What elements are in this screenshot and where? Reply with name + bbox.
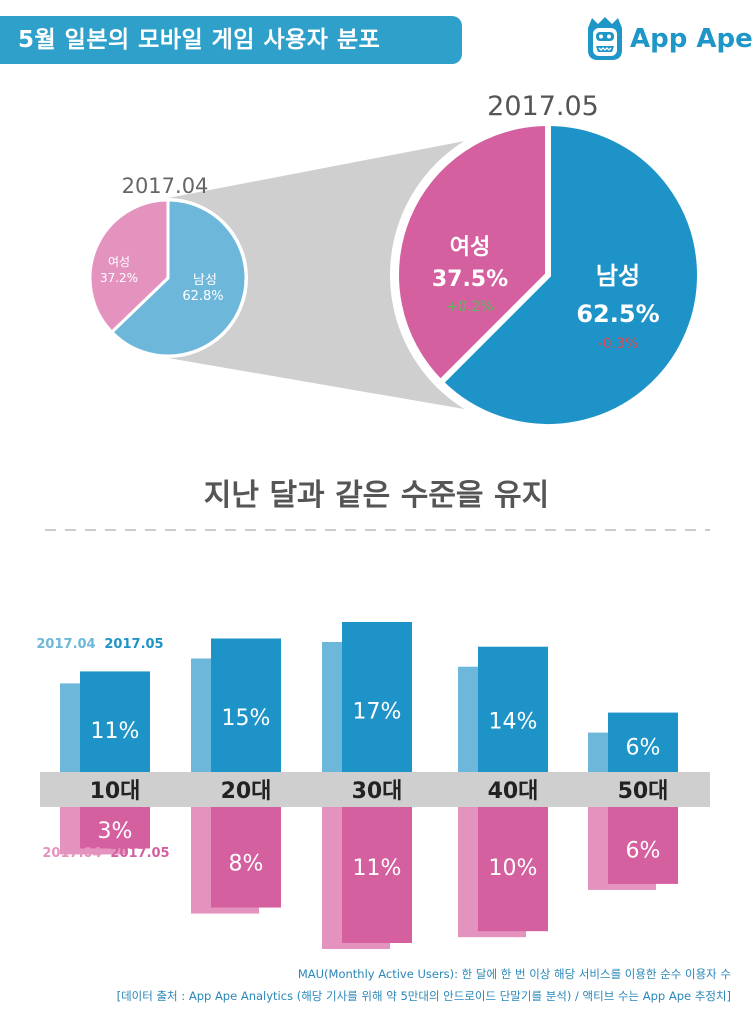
bar-male-2017-05-50대: [608, 712, 678, 772]
brand-name: App Ape: [630, 24, 753, 54]
bar-female-label-40대: 10%: [489, 856, 538, 881]
pie-2017-05-female-label: 여성: [450, 235, 490, 260]
brand-logo: App Ape: [584, 14, 753, 68]
bar-male-label-10대: 11%: [91, 719, 140, 744]
gender-pie-section: 2017.04 남성 62.8% 여성 37.2% 2017.05 남성 62.…: [88, 91, 706, 433]
age-category-label-50대: 50대: [618, 779, 669, 804]
ape-face-icon: [588, 17, 622, 60]
page-title: 5월 일본의 모바일 게임 사용자 분포: [18, 27, 381, 53]
pie-2017-04-slice-female: [88, 198, 170, 335]
bar-female-2017-05-40대: [478, 807, 548, 932]
legend-male-2017-05: 2017.05: [104, 637, 163, 652]
pie-2017-04-slice-male: [109, 198, 248, 358]
pie-2017-05: [390, 117, 706, 433]
bar-male-label-20대: 15%: [222, 706, 271, 731]
age-axis-band: [40, 772, 710, 807]
bar-male-label-50대: 6%: [626, 736, 661, 761]
pie-2017-05-title: 2017.05: [487, 91, 599, 122]
bar-female-label-30대: 11%: [353, 856, 402, 881]
bar-male-2017-05-20대: [211, 638, 281, 772]
footnote-mau: MAU(Monthly Active Users): 한 달에 한 번 이상 해…: [297, 967, 731, 981]
pie-2017-05-male-change: -0.3%: [598, 336, 639, 352]
bar-female-2017-05-20대: [211, 807, 281, 908]
bar-female-2017-05-10대: [80, 807, 150, 849]
age-category-label-20대: 20대: [221, 779, 272, 804]
age-category-label-40대: 40대: [488, 779, 539, 804]
bar-male-2017-05-30대: [342, 622, 412, 772]
pie-2017-04: [88, 198, 248, 358]
bar-female-label-10대: 3%: [98, 819, 133, 844]
title-banner: 5월 일본의 모바일 게임 사용자 분포: [0, 16, 462, 64]
footnote-source: [데이터 출처 : App Ape Analytics (해당 기사를 위해 약…: [116, 989, 731, 1003]
bar-male-label-40대: 14%: [489, 709, 538, 734]
subtitle: 지난 달과 같은 수준을 유지: [203, 478, 550, 513]
pie-2017-05-male-value: 62.5%: [576, 300, 659, 328]
pie-2017-04-male-value: 62.8%: [182, 289, 223, 304]
pie-2017-05-slice-female: [393, 119, 551, 387]
bar-male-2017-05-40대: [478, 646, 548, 772]
pie-2017-05-female-change: +0.2%: [446, 299, 493, 315]
bar-male-2017-05-10대: [80, 671, 150, 772]
legend-female-2017-05: 2017.05: [110, 846, 169, 861]
bar-female-2017-05-30대: [342, 807, 412, 943]
pie-2017-05-female-value: 37.5%: [432, 267, 508, 292]
pie-2017-04-female-label: 여성: [108, 255, 130, 269]
bar-male-label-30대: 17%: [353, 699, 402, 724]
pie-connector: [168, 140, 470, 410]
bar-female-label-20대: 8%: [229, 851, 264, 876]
pie-2017-05-male-label: 남성: [596, 262, 640, 290]
legend-male-2017-04: 2017.04: [36, 637, 95, 652]
age-category-label-10대: 10대: [90, 779, 141, 804]
pie-2017-05-slice-male: [436, 119, 703, 430]
age-bar-chart: 11% 3% 10대 15% 8% 20대 17% 11% 30대 14% 10% 40대 6% 6% 50…: [36, 529, 710, 949]
age-category-label-30대: 30대: [352, 779, 403, 804]
pie-2017-04-female-value: 37.2%: [100, 271, 138, 285]
bar-female-2017-05-50대: [608, 807, 678, 884]
pie-2017-04-title: 2017.04: [122, 174, 209, 198]
pie-2017-04-male-label: 남성: [193, 273, 217, 288]
bar-female-label-50대: 6%: [626, 838, 661, 863]
legend-female-2017-04: 2017.04: [42, 846, 101, 861]
